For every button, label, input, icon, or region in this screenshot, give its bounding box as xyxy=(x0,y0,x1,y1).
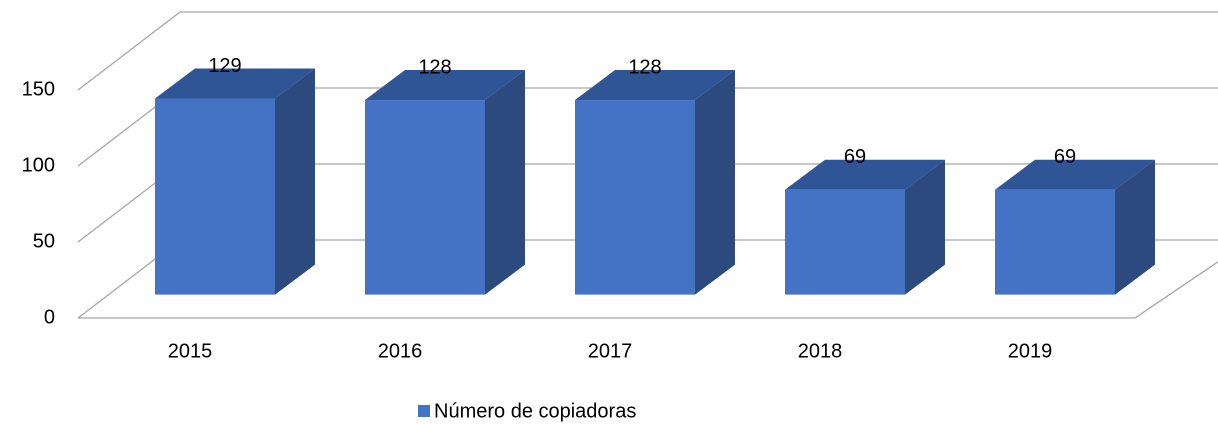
bar xyxy=(155,98,275,295)
legend-swatch xyxy=(418,405,430,417)
bar-side xyxy=(1115,159,1155,295)
y-tick-label: 150 xyxy=(22,78,55,100)
bar-top xyxy=(995,159,1155,190)
floor-right xyxy=(1134,261,1218,319)
bar-side xyxy=(275,68,315,295)
legend-label: Número de copiadoras xyxy=(434,400,636,422)
bar-side xyxy=(905,159,945,295)
x-tick-label: 2018 xyxy=(798,340,843,362)
value-label: 69 xyxy=(1054,146,1076,168)
bar-top xyxy=(365,70,525,101)
value-label: 128 xyxy=(418,56,451,78)
value-label: 69 xyxy=(844,146,866,168)
bar xyxy=(365,100,485,295)
y-tick-label: 100 xyxy=(22,154,55,176)
y-tick-label: 50 xyxy=(33,230,55,252)
x-tick-label: 2016 xyxy=(378,340,423,362)
bar xyxy=(575,100,695,295)
bar-side xyxy=(695,70,735,295)
bar-top xyxy=(785,159,945,190)
x-tick-label: 2017 xyxy=(588,340,633,362)
side-grid-line xyxy=(77,11,181,91)
bar-top xyxy=(155,68,315,99)
bar xyxy=(995,189,1115,295)
bar xyxy=(785,189,905,295)
bar-top xyxy=(575,70,735,101)
bar-side xyxy=(485,70,525,295)
x-tick-label: 2019 xyxy=(1008,340,1053,362)
value-label: 128 xyxy=(628,56,661,78)
y-tick-label: 0 xyxy=(44,306,55,328)
value-label: 129 xyxy=(208,55,241,77)
x-tick-label: 2015 xyxy=(168,340,213,362)
